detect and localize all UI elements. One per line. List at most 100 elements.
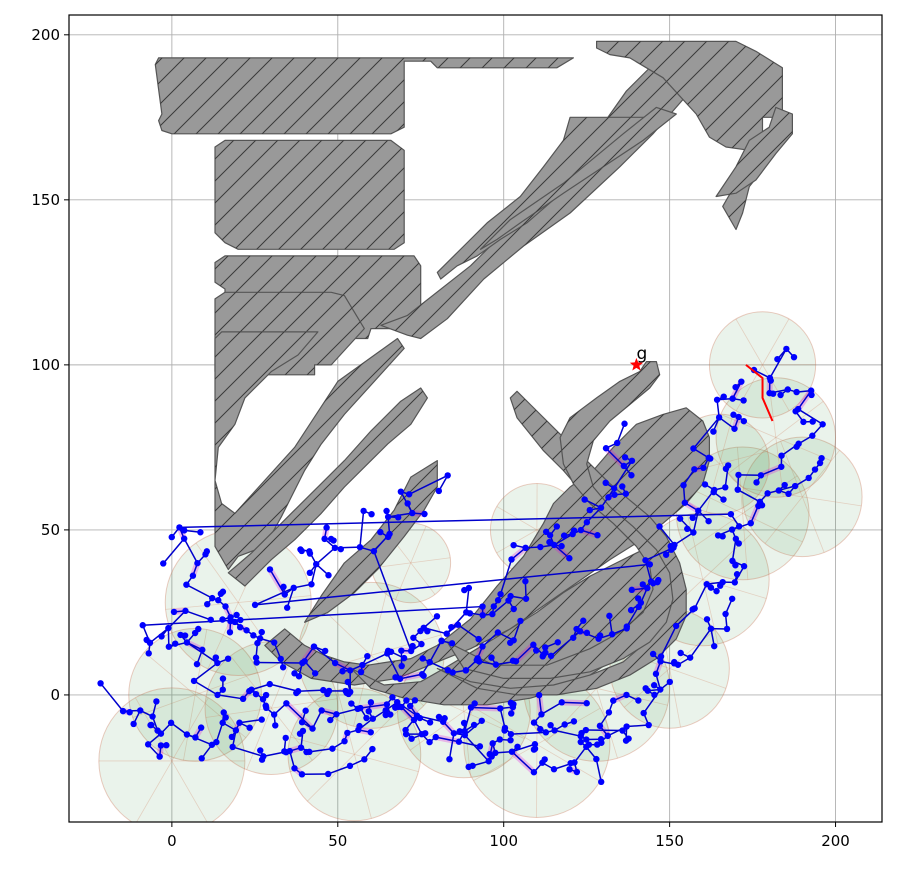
tree-node — [183, 581, 190, 588]
tree-node — [448, 640, 456, 647]
region-sector-line — [801, 496, 825, 553]
tree-node — [157, 730, 165, 737]
tree-node — [625, 735, 632, 742]
tree-node — [541, 756, 548, 763]
tree-node — [719, 533, 726, 540]
tree-node — [331, 659, 339, 667]
tree-node — [471, 700, 478, 707]
tree-node — [652, 670, 660, 678]
tree-node — [402, 730, 410, 738]
tree-edge — [553, 533, 574, 546]
tree-node — [280, 583, 287, 591]
tree-node — [346, 667, 354, 674]
tree-node — [777, 391, 784, 399]
tree-node — [680, 481, 687, 489]
tree-node — [318, 707, 325, 714]
region-sector-line — [719, 415, 733, 464]
tree-node — [432, 733, 439, 741]
obstacle-hatch — [596, 41, 783, 230]
tree-node — [705, 517, 712, 525]
tree-edge — [595, 758, 602, 782]
tree-node — [139, 622, 146, 629]
tree-node — [291, 765, 298, 772]
x-tick-label: 100 — [489, 832, 518, 850]
tree-node — [627, 606, 635, 614]
tree-node — [657, 686, 664, 693]
tree-node — [302, 707, 309, 714]
tree-node — [710, 428, 717, 435]
region-sector-line — [183, 694, 196, 761]
region-sector-line — [596, 688, 618, 759]
tree-node — [137, 707, 144, 714]
tree-node — [395, 514, 402, 521]
tree-node — [715, 414, 723, 421]
tree-node — [547, 721, 554, 729]
tree-node — [466, 610, 474, 617]
tree-node — [357, 704, 364, 712]
tree-node — [310, 643, 318, 650]
region-sector-line — [171, 760, 208, 822]
tree-node — [537, 543, 544, 551]
tree-edge — [561, 701, 587, 704]
tree-node — [775, 487, 783, 494]
tree-node — [707, 625, 715, 632]
tree-node — [570, 718, 578, 725]
tree-node — [387, 711, 394, 718]
tree-node — [740, 417, 748, 425]
tree-node — [628, 586, 635, 594]
tree-node — [619, 483, 626, 490]
tree-node — [271, 639, 278, 646]
tree-node — [168, 533, 175, 541]
tree-node — [321, 535, 328, 543]
tree-node — [306, 550, 314, 557]
tree-node — [384, 647, 392, 654]
tree-edge — [336, 708, 358, 716]
tree-node — [479, 643, 486, 650]
tree-node — [156, 753, 163, 760]
region-sector-line — [687, 513, 743, 552]
tree-node — [383, 507, 390, 515]
tree-node — [634, 595, 642, 602]
tree-node — [229, 743, 236, 751]
tree-node — [426, 719, 434, 726]
tree-node — [454, 621, 462, 628]
tree-node — [478, 717, 485, 724]
tree-edge — [386, 653, 401, 680]
tree-node — [489, 740, 496, 747]
tree-node — [145, 650, 152, 657]
tree-node — [367, 729, 374, 736]
tree-node — [257, 747, 264, 754]
tree-edge — [360, 703, 387, 709]
tree-edge — [499, 559, 513, 595]
region-sector-line — [742, 513, 749, 580]
tree-node — [411, 697, 419, 704]
tree-edge — [167, 610, 186, 629]
tree-node — [446, 755, 453, 763]
tree-edge — [217, 694, 244, 700]
tree-edge — [186, 584, 213, 599]
tree-node — [728, 526, 736, 533]
obstacle-hatch — [155, 57, 574, 134]
tree-node — [282, 734, 289, 742]
tree-node — [461, 727, 468, 735]
region-sector-line — [775, 401, 824, 438]
tree-node — [291, 670, 298, 677]
tree-node — [623, 723, 630, 730]
tree-node — [561, 721, 568, 728]
tree-node — [233, 611, 240, 619]
region-sector-line — [687, 514, 704, 580]
tree-node — [753, 479, 760, 486]
tree-node — [277, 655, 284, 663]
tree-node — [435, 713, 443, 721]
tree-edge — [511, 743, 536, 753]
tree-node — [297, 744, 305, 751]
tree-node — [153, 698, 160, 705]
tree-node — [783, 345, 790, 353]
tree-node — [580, 617, 587, 624]
tree-node — [531, 741, 539, 748]
tree-node — [722, 610, 729, 618]
tree-edge — [679, 518, 694, 534]
tree-edge — [311, 710, 323, 729]
tree-node — [530, 746, 538, 753]
